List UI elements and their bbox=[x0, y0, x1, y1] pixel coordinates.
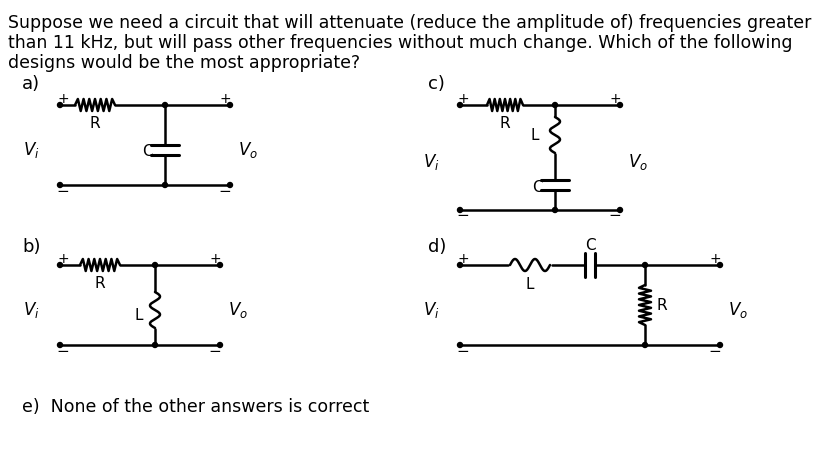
Circle shape bbox=[152, 263, 157, 268]
Text: L: L bbox=[135, 308, 143, 323]
Text: +: + bbox=[709, 252, 721, 266]
Text: $V_o$: $V_o$ bbox=[238, 140, 258, 160]
Text: Suppose we need a circuit that will attenuate (reduce the amplitude of) frequenc: Suppose we need a circuit that will atte… bbox=[8, 14, 812, 32]
Text: designs would be the most appropriate?: designs would be the most appropriate? bbox=[8, 54, 360, 72]
Circle shape bbox=[162, 183, 167, 187]
Text: e)  None of the other answers is correct: e) None of the other answers is correct bbox=[22, 398, 370, 416]
Circle shape bbox=[553, 207, 558, 213]
Text: R: R bbox=[89, 116, 100, 131]
Circle shape bbox=[58, 102, 63, 107]
Circle shape bbox=[717, 342, 722, 347]
Text: $V_o$: $V_o$ bbox=[628, 152, 648, 172]
Text: b): b) bbox=[22, 238, 40, 256]
Circle shape bbox=[58, 342, 63, 347]
Circle shape bbox=[717, 263, 722, 268]
Text: +: + bbox=[57, 92, 69, 106]
Text: −: − bbox=[209, 343, 222, 358]
Text: d): d) bbox=[428, 238, 446, 256]
Text: −: − bbox=[456, 208, 469, 224]
Text: $V_o$: $V_o$ bbox=[728, 300, 748, 320]
Text: +: + bbox=[457, 252, 469, 266]
Text: than 11 kHz, but will pass other frequencies without much change. Which of the f: than 11 kHz, but will pass other frequen… bbox=[8, 34, 793, 52]
Circle shape bbox=[643, 342, 648, 347]
Circle shape bbox=[618, 102, 623, 107]
Text: C: C bbox=[141, 145, 152, 159]
Text: C: C bbox=[532, 179, 543, 195]
Circle shape bbox=[217, 342, 222, 347]
Text: R: R bbox=[500, 116, 510, 131]
Text: $V_i$: $V_i$ bbox=[424, 152, 440, 172]
Circle shape bbox=[58, 183, 63, 187]
Circle shape bbox=[457, 263, 462, 268]
Text: +: + bbox=[609, 92, 621, 106]
Circle shape bbox=[162, 102, 167, 107]
Circle shape bbox=[553, 102, 558, 107]
Text: L: L bbox=[526, 277, 534, 292]
Circle shape bbox=[58, 263, 63, 268]
Text: −: − bbox=[609, 208, 621, 224]
Text: +: + bbox=[457, 92, 469, 106]
Text: −: − bbox=[57, 184, 69, 198]
Circle shape bbox=[457, 207, 462, 213]
Circle shape bbox=[643, 263, 648, 268]
Circle shape bbox=[217, 263, 222, 268]
Text: R: R bbox=[94, 276, 105, 291]
Circle shape bbox=[457, 102, 462, 107]
Text: −: − bbox=[456, 343, 469, 358]
Text: $V_i$: $V_i$ bbox=[424, 300, 440, 320]
Circle shape bbox=[618, 207, 623, 213]
Text: $V_o$: $V_o$ bbox=[228, 300, 248, 320]
Text: −: − bbox=[219, 184, 232, 198]
Text: −: − bbox=[57, 343, 69, 358]
Text: +: + bbox=[57, 252, 69, 266]
Text: $V_i$: $V_i$ bbox=[23, 140, 40, 160]
Circle shape bbox=[457, 342, 462, 347]
Text: L: L bbox=[531, 128, 539, 142]
Text: a): a) bbox=[22, 75, 40, 93]
Text: c): c) bbox=[428, 75, 445, 93]
Text: −: − bbox=[709, 343, 721, 358]
Text: $V_i$: $V_i$ bbox=[23, 300, 40, 320]
Text: +: + bbox=[219, 92, 231, 106]
Circle shape bbox=[227, 102, 232, 107]
Circle shape bbox=[227, 183, 232, 187]
Text: R: R bbox=[657, 297, 668, 313]
Circle shape bbox=[152, 342, 157, 347]
Text: +: + bbox=[209, 252, 221, 266]
Text: C: C bbox=[584, 238, 595, 253]
